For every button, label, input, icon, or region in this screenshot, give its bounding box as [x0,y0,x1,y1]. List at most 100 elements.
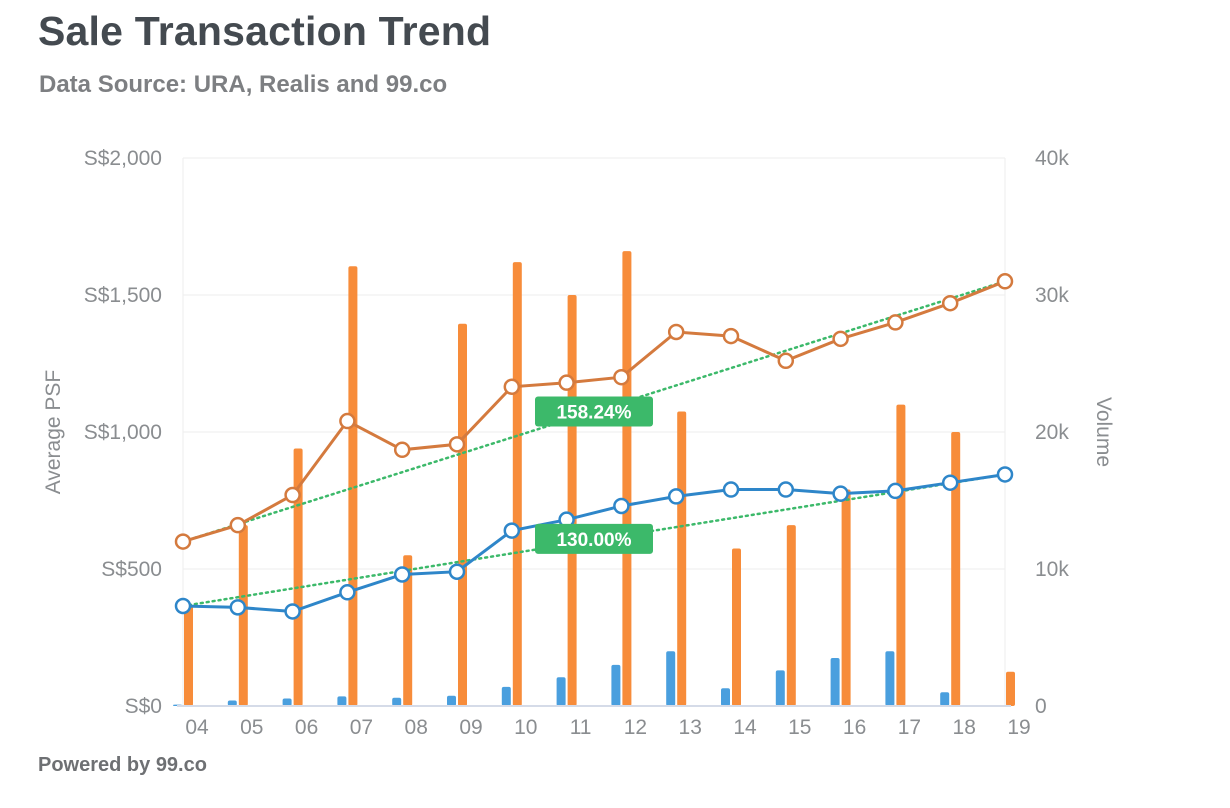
psf-point-orange [174,533,192,550]
volume-bar-blue [337,696,347,706]
psf-point-orange [229,516,247,534]
psf-point-orange [667,323,685,341]
y-right-tick-label: 30k [1035,284,1069,307]
psf-point-blue [229,599,247,616]
x-tick-label: 14 [733,716,757,739]
psf-point-orange [832,330,849,348]
psf-point-blue [667,488,685,505]
y-right-tick-label: 40k [1035,147,1069,170]
psf-point-orange [503,378,521,396]
psf-point-orange [996,273,1014,290]
x-tick-label: 19 [1007,716,1030,739]
annotations: 158.24% 130.00% [535,396,653,554]
x-tick-label: 15 [788,716,811,739]
volume-bar-blue [392,697,402,706]
y-left-tick-label: S$2,000 [84,147,162,170]
psf-line-blue [182,473,1006,614]
psf-point-orange [284,486,301,504]
volume-bar-blue [940,692,950,706]
psf-point-orange [393,441,411,459]
psf-point-orange [448,436,466,453]
volume-bar-orange [841,489,851,706]
psf-point-orange [887,314,904,331]
y-left-tick-label: S$1,500 [84,284,162,307]
y-right-axis-title: Volume [1092,397,1115,467]
x-tick-label: 05 [240,716,263,739]
axes: S$0 0 S$500 10k S$1,000 20k S$1,500 30k S$2,000 4… [42,147,1115,739]
y-right-tick-label: 10k [1035,558,1069,581]
volume-bar-orange [1006,671,1015,706]
volume-bar-blue [556,677,566,706]
volume-bar-blue [721,688,730,706]
x-tick-label: 18 [953,716,976,739]
psf-point-blue [503,522,521,539]
volume-bar-orange [677,411,687,706]
x-tick-label: 06 [295,716,318,739]
psf-point-blue [393,566,411,583]
volume-bar-orange [512,262,522,706]
psf-point-orange [941,294,959,312]
x-tick-label: 07 [350,716,373,739]
volume-bar-blue [282,698,292,706]
psf-point-orange [722,327,740,345]
percent-badge-label: 130.00% [556,530,631,551]
page-subtitle: Data Source: URA, Realis and 99.co [39,71,448,98]
psf-point-blue [832,485,849,502]
psf-point-blue [777,481,795,498]
psf-point-orange [777,352,795,370]
psf-lines [182,279,1006,614]
percent-badge [535,523,653,554]
y-left-axis-title: Average PSF [42,370,65,495]
psf-points [174,273,1014,620]
psf-point-blue [722,481,740,498]
x-tick-label: 04 [185,716,209,739]
y-left-tick-label: S$0 [125,695,162,718]
psf-point-orange [339,412,356,430]
volume-bar-blue [227,700,237,706]
grid-lines [182,157,1006,706]
volume-bar-orange [786,525,796,706]
x-tick-label: 13 [679,716,702,739]
psf-point-orange [613,368,630,386]
psf-point-blue [887,482,904,500]
psf-point-blue [339,584,356,601]
page-title: Sale Transaction Trend [38,8,492,54]
trend-lines [181,280,1007,608]
volume-bar-orange [951,432,961,706]
psf-line-orange [182,279,1006,544]
y-left-tick-label: S$1,000 [84,421,162,444]
psf-point-blue [448,563,466,580]
x-tick-label: 10 [514,716,537,739]
y-right-tick-label: 20k [1035,421,1069,444]
volume-bar-blue [447,695,456,706]
y-left-tick-label: S$500 [101,558,162,581]
volume-bar-blue [611,664,621,706]
volume-bar-orange [896,404,906,706]
x-tick-label: 11 [570,716,592,739]
volume-bar-blue [666,651,676,706]
powered-by: Powered by 99.co [38,754,207,776]
x-tick-label: 09 [459,716,482,739]
psf-point-blue [284,603,301,620]
percent-badge [535,396,653,427]
y-right-tick-label: 0 [1035,695,1047,718]
percent-badge-label: 158.24% [556,402,631,423]
volume-bar-orange [622,251,632,706]
volume-bar-blue [885,651,895,706]
psf-point-blue [613,497,630,515]
volume-bar-orange [567,295,577,706]
volume-bar-blue [775,670,785,706]
psf-point-blue [996,466,1014,483]
volume-bar-orange [458,323,467,706]
volume-bar-orange [184,604,193,706]
x-tick-label: 16 [843,716,866,739]
volume-bar-blue [830,658,840,706]
volume-bar-orange [732,548,741,706]
psf-point-blue [174,597,192,615]
volume-bar-orange [403,555,413,706]
x-tick-label: 12 [624,716,647,739]
volume-bar-blue [501,686,511,706]
psf-point-orange [558,374,575,391]
psf-point-blue [941,474,959,491]
